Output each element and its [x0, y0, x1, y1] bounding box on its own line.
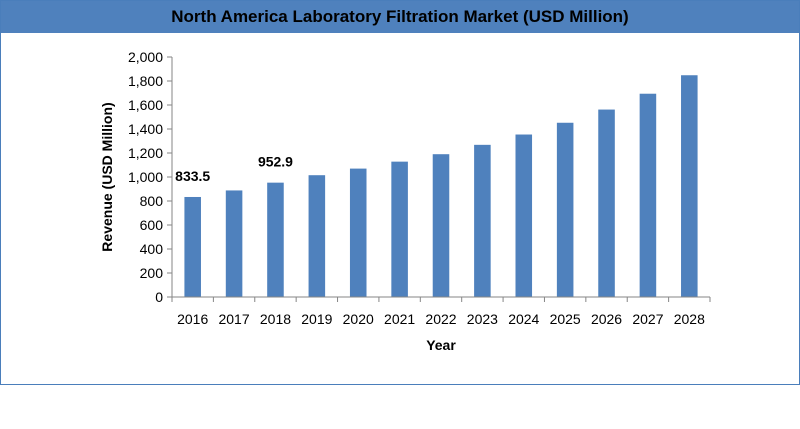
- y-tick-label: 1,600: [128, 97, 163, 113]
- chart-title: North America Laboratory Filtration Mark…: [171, 7, 629, 26]
- y-tick-label: 200: [140, 265, 164, 281]
- data-labels: 833.5 952.9: [175, 154, 293, 184]
- x-tick-label: 2020: [343, 311, 374, 327]
- bar-2022: [432, 154, 450, 297]
- x-tick-label: 2024: [508, 311, 539, 327]
- y-tick-label: 1,200: [128, 145, 163, 161]
- bar-2024: [515, 134, 533, 297]
- bars-group: [184, 75, 698, 298]
- y-tick-label: 800: [140, 193, 164, 209]
- x-tick-label: 2027: [632, 311, 663, 327]
- y-tick-label: 600: [140, 217, 164, 233]
- y-tick-label: 1,000: [128, 169, 163, 185]
- chart-title-bar: North America Laboratory Filtration Mark…: [1, 1, 799, 33]
- x-tick-label: 2021: [384, 311, 415, 327]
- data-label-2018: 952.9: [258, 154, 293, 170]
- x-tick-label: 2018: [260, 311, 291, 327]
- y-tick-label: 400: [140, 241, 164, 257]
- bar-2016: [184, 196, 201, 297]
- x-tick-label: 2026: [591, 311, 622, 327]
- bar-2027: [639, 93, 657, 297]
- chart-plot: 0 200 400 600 800 1,000 1,200 1,400 1,600 1,800 2,…: [99, 49, 711, 353]
- bar-2019: [308, 175, 326, 297]
- y-axis-ticks: 0 200 400 600 800 1,000 1,200 1,400 1,600 1,800 2,…: [128, 49, 172, 305]
- y-tick-label: 1,800: [128, 73, 163, 89]
- x-tick-label: 2025: [550, 311, 581, 327]
- y-tick-label: 0: [155, 289, 163, 305]
- x-axis-title: Year: [426, 337, 456, 353]
- y-tick-label: 1,400: [128, 121, 163, 137]
- bar-2020: [349, 168, 367, 297]
- bar-2018: [267, 182, 284, 297]
- y-tick-label: 2,000: [128, 49, 163, 65]
- bar-2025: [556, 122, 574, 297]
- chart-frame: North America Laboratory Filtration Mark…: [0, 0, 800, 385]
- bar-2021: [391, 161, 408, 297]
- x-tick-label: 2028: [674, 311, 705, 327]
- x-tick-label: 2022: [425, 311, 456, 327]
- bar-2028: [681, 75, 698, 298]
- x-tick-label: 2023: [467, 311, 498, 327]
- x-tick-label: 2016: [177, 311, 208, 327]
- x-tick-label: 2017: [218, 311, 249, 327]
- bar-2017: [225, 190, 243, 297]
- y-axis-title: Revenue (USD Million): [99, 102, 115, 251]
- x-tick-label: 2019: [301, 311, 332, 327]
- bar-2023: [474, 144, 491, 297]
- bar-2026: [598, 109, 615, 297]
- x-axis-ticks: 2016 2017 2018 2019 2020 2021 2022 2023 2024 2025…: [171, 297, 711, 327]
- data-label-2016: 833.5: [175, 168, 210, 184]
